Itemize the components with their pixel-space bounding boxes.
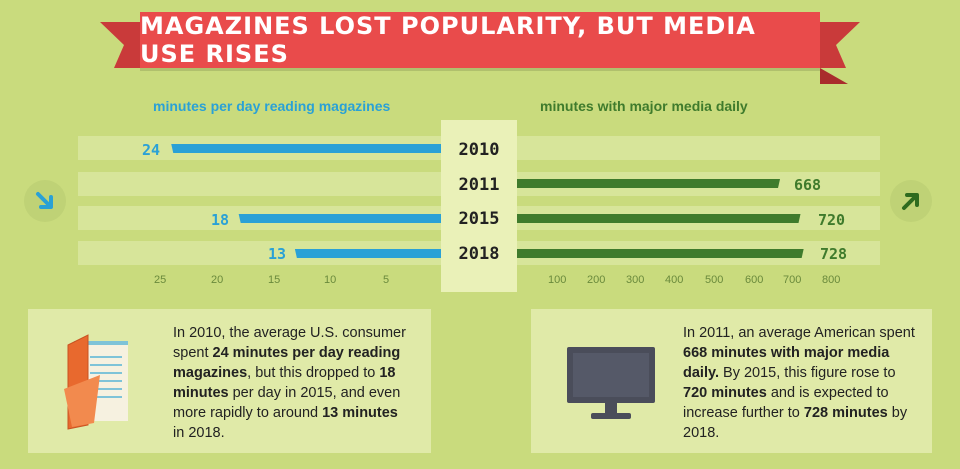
media-chart-title: minutes with major media daily — [540, 98, 748, 114]
tick-label-media-500: 500 — [705, 274, 724, 286]
value-label-media-2018: 728 — [820, 245, 848, 263]
magazines-bold-2: 18 minutes — [173, 365, 396, 401]
bar-media-2011 — [517, 179, 781, 188]
tick-label-media-300: 300 — [626, 274, 645, 286]
year-label-2010: 2010 — [458, 140, 500, 160]
bar-media-2015 — [517, 214, 801, 223]
arrow-up-right-icon — [890, 180, 932, 222]
title-banner: MAGAZINES LOST POPULARITY, BUT MEDIA USE… — [100, 8, 860, 88]
tick-label-media-100: 100 — [548, 274, 567, 286]
value-label-media-2011: 668 — [794, 176, 822, 194]
media-info-panel: In 2011, an average American spent 668 m… — [531, 309, 932, 453]
media-text-4: by 2018. — [683, 405, 908, 441]
tick-label-mag-10: 10 — [324, 274, 337, 286]
media-bold-1: 668 minutes with major media daily. — [683, 345, 890, 381]
tick-label-media-700: 700 — [783, 274, 802, 286]
tick-label-mag-15: 15 — [268, 274, 281, 286]
year-label-2018: 2018 — [458, 244, 500, 264]
magazines-text-1: In 2010, the average U.S. consumer spent — [173, 325, 406, 361]
magazines-bold-3: 13 minutes — [322, 405, 398, 421]
magazines-description: In 2010, the average U.S. consumer spent… — [173, 323, 413, 443]
media-description: In 2011, an average American spent 668 m… — [683, 323, 919, 443]
tick-label-media-200: 200 — [587, 274, 606, 286]
year-label-2015: 2015 — [458, 209, 500, 229]
magazines-text-4: in 2018. — [173, 425, 225, 441]
bar-magazines-2015 — [238, 214, 441, 223]
tick-label-media-800: 800 — [822, 274, 841, 286]
magazines-chart-title: minutes per day reading magazines — [153, 98, 391, 114]
magazines-text-3: per day in 2015, and even more rapidly t… — [173, 385, 401, 421]
magazine-icon — [64, 334, 128, 430]
bar-magazines-2010 — [171, 144, 442, 153]
year-column — [441, 120, 517, 292]
tick-label-media-400: 400 — [665, 274, 684, 286]
year-label-2011: 2011 — [458, 175, 500, 195]
ribbon-tails — [100, 22, 860, 84]
tick-label-media-600: 600 — [745, 274, 764, 286]
value-label-magazines-2018: 13 — [268, 245, 287, 263]
media-bold-2: 720 minutes — [683, 385, 767, 401]
page-title: MAGAZINES LOST POPULARITY, BUT MEDIA USE… — [140, 12, 820, 68]
media-bold-3: 728 minutes — [803, 405, 888, 421]
bar-media-2018 — [517, 249, 804, 258]
bar-magazines-2018 — [294, 249, 441, 258]
arrow-down-right-icon — [24, 180, 66, 222]
value-label-magazines-2010: 24 — [142, 141, 161, 159]
tv-monitor-icon — [567, 347, 655, 419]
tick-label-mag-25: 25 — [154, 274, 167, 286]
magazines-text-2: , but this dropped to — [247, 365, 380, 381]
value-label-magazines-2015: 18 — [211, 211, 230, 229]
media-text-2: By 2015, this figure rose to — [719, 365, 896, 381]
tick-label-mag-5: 5 — [383, 274, 390, 286]
media-text-1: In 2011, an average American spent — [683, 325, 915, 341]
tick-label-mag-20: 20 — [211, 274, 224, 286]
magazines-info-panel: In 2010, the average U.S. consumer spent… — [28, 309, 431, 453]
value-label-media-2015: 720 — [818, 211, 846, 229]
media-text-3: and is expected to increase further to — [683, 385, 889, 421]
magazines-bold-1: 24 minutes per day reading magazines — [173, 345, 401, 381]
